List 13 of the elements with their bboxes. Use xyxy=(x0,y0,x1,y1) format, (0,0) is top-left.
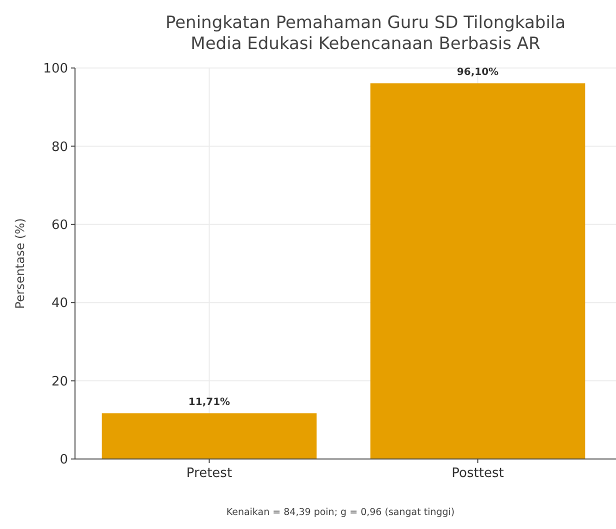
y-tick-label: 100 xyxy=(43,62,68,77)
y-tick-label: 0 xyxy=(60,452,68,468)
x-tick-label: Posttest xyxy=(452,466,504,481)
y-tick-label: 80 xyxy=(51,140,68,155)
y-axis-title: Persentase (%) xyxy=(13,218,27,309)
text: Kenaikan = 84,39 poin; g = 0,96 (sangat tinggi) xyxy=(226,507,455,518)
y-tick-label: 40 xyxy=(51,296,68,312)
y-tick-label: 60 xyxy=(51,218,68,233)
chart-title: Peningkatan Pemahaman Guru SD Tilongkabila Media Edukasi Kebencanaan Berbasis AR xyxy=(165,13,566,54)
y-tick-label: 20 xyxy=(51,374,68,390)
x-tick-label: Pretest xyxy=(186,466,232,481)
data-label: 11,71% xyxy=(188,397,230,408)
data-label: 96,10% xyxy=(456,67,499,78)
